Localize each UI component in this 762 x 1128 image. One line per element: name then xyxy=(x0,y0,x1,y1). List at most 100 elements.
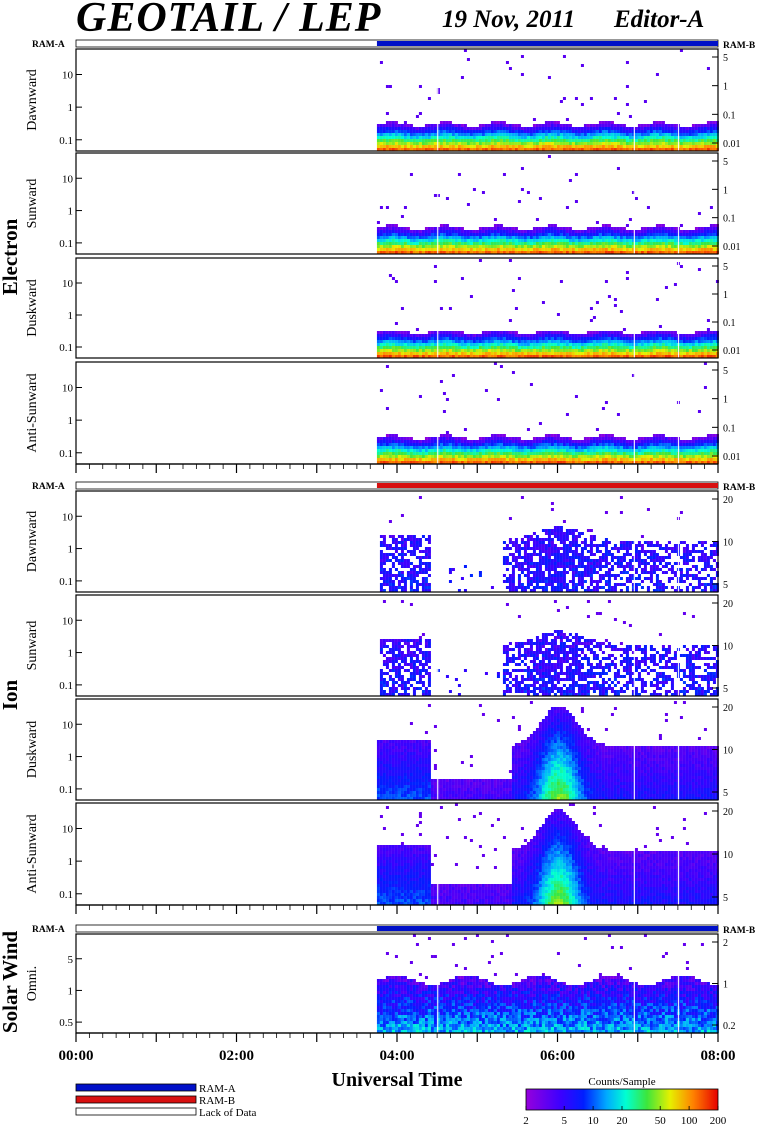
heatmap-cell xyxy=(670,230,674,233)
heatmap-cell xyxy=(625,340,629,343)
heatmap-cell xyxy=(700,142,704,145)
heatmap-cell xyxy=(409,248,413,251)
heatmap-cell xyxy=(649,145,653,148)
heatmap-cell xyxy=(625,446,629,449)
heatmap-cell xyxy=(595,349,599,352)
heatmap-cell xyxy=(700,337,704,340)
heatmap-cell xyxy=(664,340,668,343)
heatmap-cell xyxy=(529,547,533,550)
heatmap-cell xyxy=(547,133,551,136)
heatmap-cell xyxy=(568,458,572,461)
heatmap-cell xyxy=(523,443,527,446)
heatmap-cell xyxy=(685,458,689,461)
heatmap-cell xyxy=(424,127,428,130)
heatmap-cell xyxy=(649,352,653,355)
heatmap-cell xyxy=(520,538,524,541)
heatmap-cell xyxy=(583,458,587,461)
heatmap-cell xyxy=(514,455,518,458)
heatmap-cell xyxy=(391,124,395,127)
heatmap-cell xyxy=(574,145,578,148)
heatmap-cell xyxy=(451,148,455,151)
heatmap-cell xyxy=(385,349,389,352)
heatmap-cell xyxy=(433,233,437,236)
heatmap-cell xyxy=(457,331,461,334)
heatmap-cell xyxy=(520,239,524,242)
heatmap-cell xyxy=(688,343,692,346)
heatmap-cell xyxy=(427,148,431,151)
heatmap-cell xyxy=(418,337,422,340)
heatmap-cell xyxy=(553,340,557,343)
heatmap-cell xyxy=(535,544,539,547)
heatmap-cell xyxy=(664,239,668,242)
heatmap-cell xyxy=(433,145,437,148)
heatmap-cell xyxy=(586,446,590,449)
heatmap-cell xyxy=(538,443,542,446)
heatmap-cell xyxy=(553,553,557,556)
heatmap-cell xyxy=(556,553,560,556)
heatmap-cell xyxy=(610,227,614,230)
heatmap-cell xyxy=(571,461,575,464)
heatmap-cell xyxy=(637,145,641,148)
heatmap-cell xyxy=(397,136,401,139)
heatmap-cell xyxy=(583,130,587,133)
heatmap-cell xyxy=(559,553,563,556)
heatmap-cell xyxy=(379,577,383,580)
heatmap-cell xyxy=(463,136,467,139)
heatmap-cell xyxy=(613,355,617,358)
heatmap-cell xyxy=(532,547,536,550)
heatmap-cell xyxy=(508,589,512,592)
heatmap-cell xyxy=(535,233,539,236)
heatmap-cell xyxy=(556,449,560,452)
heatmap-cell xyxy=(649,331,653,334)
heatmap-cell xyxy=(466,455,470,458)
heatmap-cell xyxy=(442,331,446,334)
heatmap-cell xyxy=(574,200,578,203)
heatmap-cell xyxy=(601,434,605,437)
heatmap-cell xyxy=(607,334,611,337)
heatmap-cell xyxy=(448,352,452,355)
heatmap-cell xyxy=(400,565,404,568)
heatmap-cell xyxy=(628,127,632,130)
heatmap-cell xyxy=(625,449,629,452)
heatmap-cell xyxy=(394,443,398,446)
heatmap-cell xyxy=(436,139,440,142)
heatmap-cell xyxy=(538,541,542,544)
heatmap-cell xyxy=(439,440,443,443)
heatmap-cell xyxy=(394,136,398,139)
heatmap-cell xyxy=(385,556,389,559)
heatmap-cell xyxy=(436,449,440,452)
heatmap-cell xyxy=(619,452,623,455)
heatmap-cell xyxy=(457,130,461,133)
heatmap-cell xyxy=(502,127,506,130)
heatmap-cell xyxy=(433,340,437,343)
heatmap-cell xyxy=(418,343,422,346)
heatmap-cell xyxy=(379,553,383,556)
heatmap-cell xyxy=(550,346,554,349)
heatmap-cell xyxy=(574,458,578,461)
heatmap-cell xyxy=(436,452,440,455)
heatmap-cell xyxy=(397,340,401,343)
heatmap-cell xyxy=(421,145,425,148)
heatmap-cell xyxy=(385,559,389,562)
heatmap-cell xyxy=(637,452,641,455)
heatmap-cell xyxy=(574,550,578,553)
heatmap-cell xyxy=(379,251,383,254)
heatmap-cell xyxy=(706,340,710,343)
heatmap-cell xyxy=(505,142,509,145)
heatmap-cell xyxy=(445,437,449,440)
heatmap-cell xyxy=(544,443,548,446)
heatmap-cell xyxy=(544,337,548,340)
heatmap-cell xyxy=(487,337,491,340)
heatmap-cell xyxy=(622,334,626,337)
heatmap-cell xyxy=(697,227,701,230)
heatmap-cell xyxy=(436,91,440,94)
heatmap-cell xyxy=(571,452,575,455)
heatmap-cell xyxy=(565,529,569,532)
heatmap-cell xyxy=(403,139,407,142)
heatmap-cell xyxy=(568,145,572,148)
heatmap-cell xyxy=(550,148,554,151)
heatmap-cell xyxy=(379,139,383,142)
heatmap-cell xyxy=(565,337,569,340)
heatmap-cell xyxy=(454,130,458,133)
heatmap-cell xyxy=(436,88,440,91)
